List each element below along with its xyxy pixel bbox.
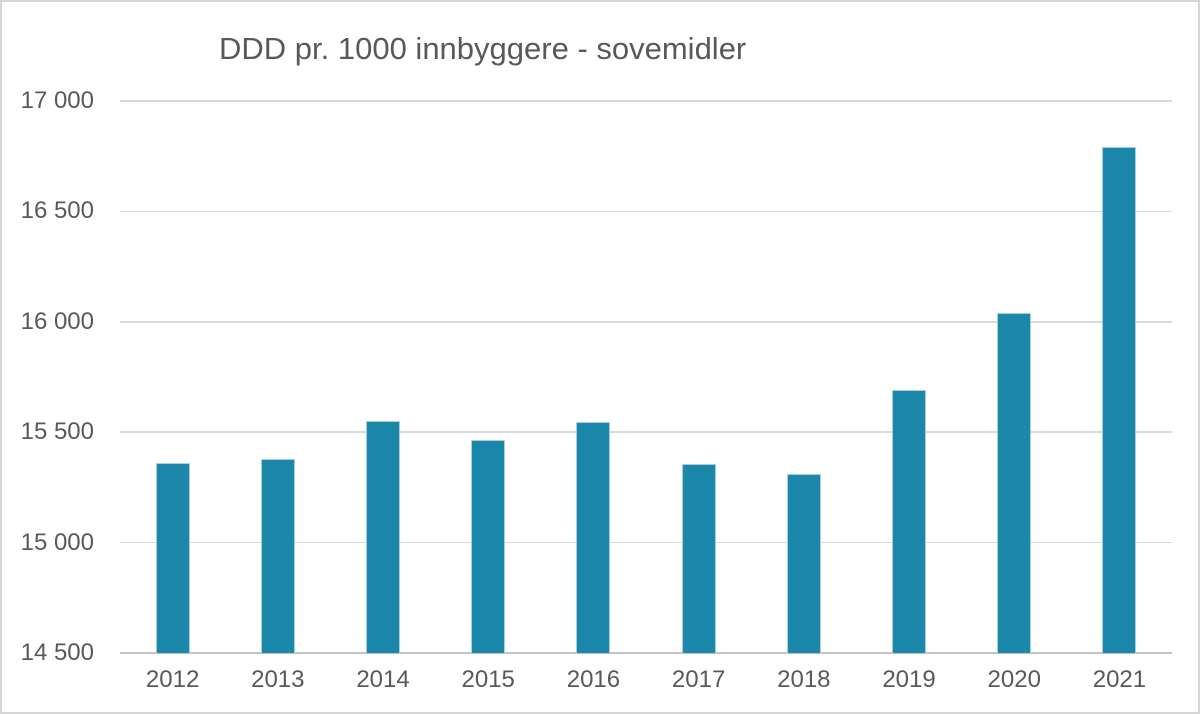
bar-slot [225,101,330,653]
x-tick-label: 2012 [145,666,200,693]
x-tick-label: 2016 [566,666,621,693]
y-tick-label: 16 000 [20,307,94,335]
bar-2015 [471,439,506,653]
gridlines [120,100,1172,654]
bar-2013 [260,458,295,653]
y-tick-label: 16 500 [20,197,94,225]
x-tick-label: 2015 [461,666,515,693]
x-tick-label: 2013 [251,666,305,693]
bar-slot [120,101,225,653]
bar-2016 [576,422,611,653]
bar-2012 [155,463,190,653]
x-tick-label: 2019 [882,666,936,693]
bar-slot [330,101,435,653]
bar-2019 [892,390,927,653]
bar-slot [436,101,541,653]
x-axis-line [120,652,1172,654]
y-tick-label: 15 500 [20,418,94,446]
bar-2018 [786,474,821,653]
x-tick-label: 2017 [671,666,726,693]
gridline [120,541,1172,544]
bar-slot [962,101,1067,653]
bar-2020 [997,313,1032,653]
bar-2021 [1102,147,1137,653]
y-tick-label: 17 000 [20,87,94,114]
gridline [120,431,1172,433]
bar-slot [751,101,856,653]
y-tick-label: 15 000 [20,528,94,556]
y-tick-label: 14 500 [20,639,94,666]
chart-title: DDD pr. 1000 innbyggere - sovemidler [219,31,747,66]
gridline [120,100,1172,102]
bar-2017 [681,464,716,653]
bar-slot [541,101,646,653]
y-axis-labels: 17 000 16 500 16 000 15 500 15 000 14 500 [2,87,94,666]
bar-slot [1067,101,1172,653]
bar-series [120,101,1172,653]
bar-slot [646,101,751,653]
bar-2014 [366,421,400,653]
x-tick-label: 2014 [356,666,410,693]
gridline [120,210,1172,213]
gridline [120,321,1172,323]
x-tick-label: 2020 [987,666,1041,693]
x-axis-labels: 2012 2013 2014 2015 2016 2017 2018 2019 2020 2021 [120,666,1172,694]
bar-slot [856,101,961,653]
plot-area [120,100,1172,654]
x-tick-label: 2018 [777,666,831,693]
x-tick-label: 2021 [1092,666,1147,693]
